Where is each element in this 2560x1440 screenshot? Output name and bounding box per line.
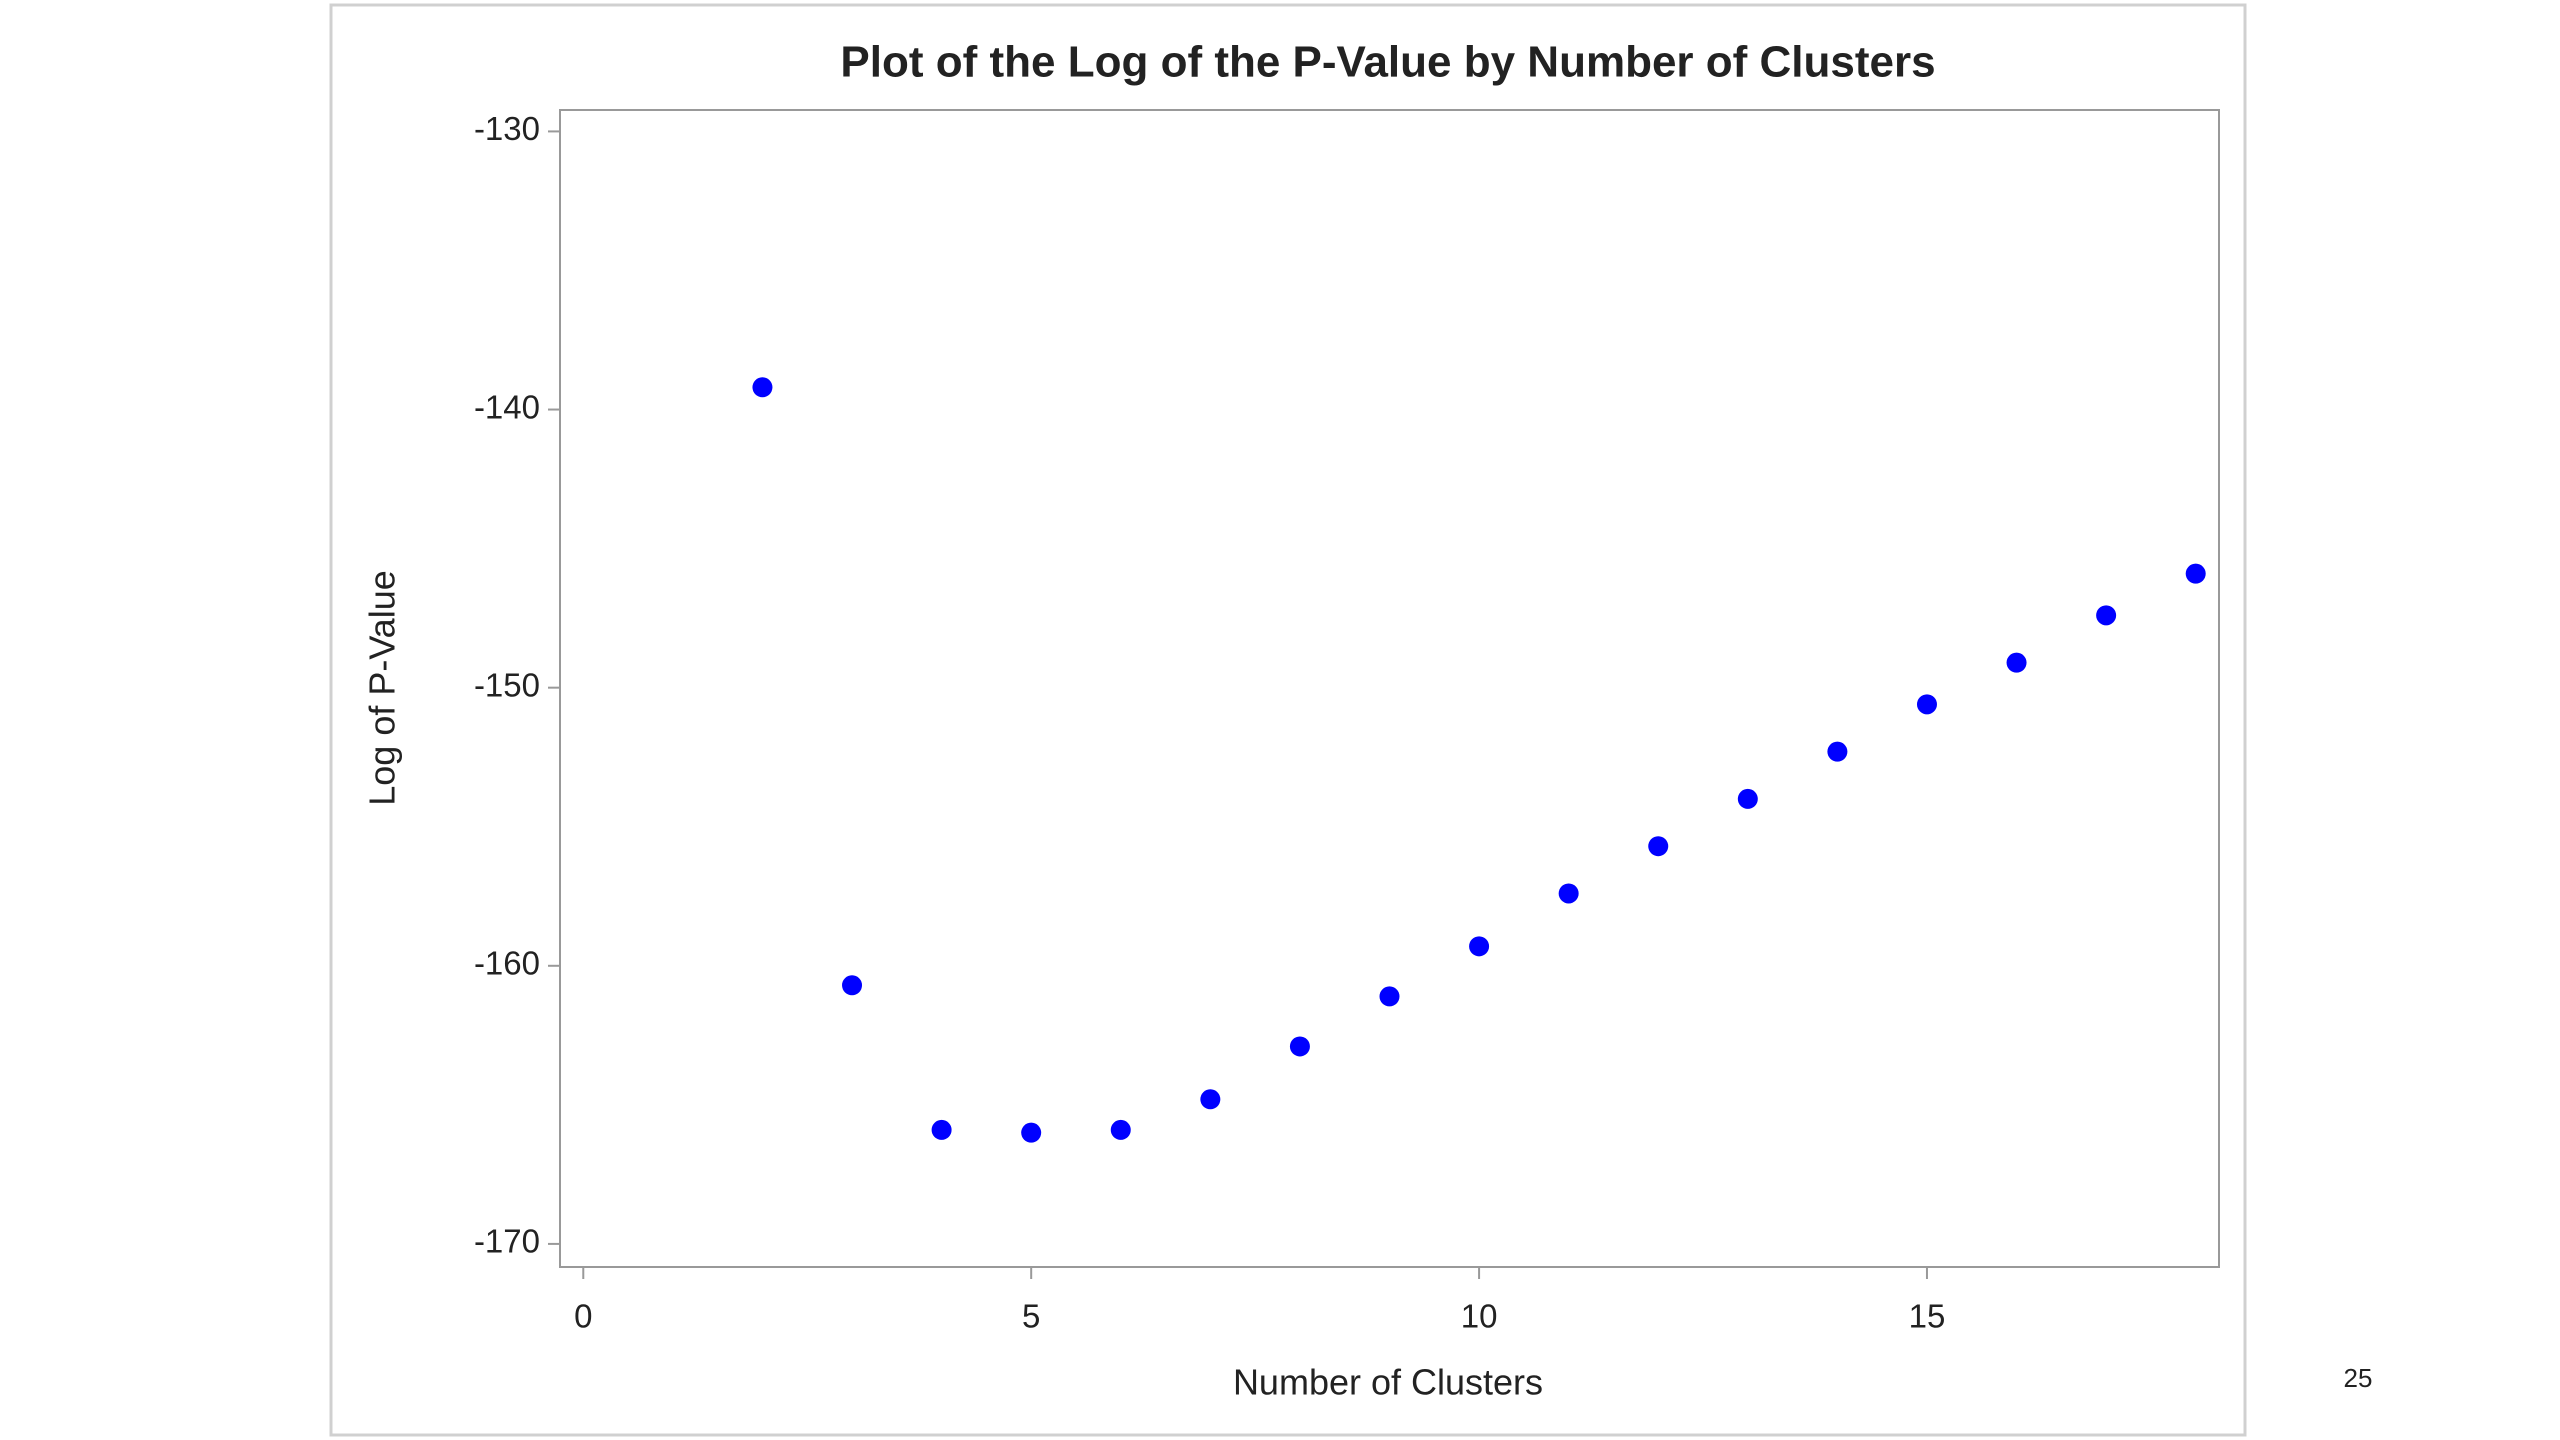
point — [931, 1119, 952, 1140]
y-tick-label: -140 — [474, 388, 540, 425]
x-axis-label: Number of Clusters — [1233, 1362, 1543, 1403]
y-tick-label: -130 — [474, 110, 540, 147]
point — [1021, 1122, 1042, 1143]
point — [1737, 788, 1758, 809]
y-tick-label: -150 — [474, 666, 540, 703]
point — [2006, 652, 2027, 673]
point — [842, 975, 863, 996]
chart-title: Plot of the Log of the P-Value by Number… — [840, 38, 1935, 87]
page-number: 25 — [2344, 1363, 2373, 1393]
point — [1558, 883, 1579, 904]
x-tick-label: 15 — [1909, 1298, 1946, 1335]
point — [1827, 741, 1848, 762]
y-tick-label: -170 — [474, 1223, 540, 1260]
x-tick-label: 10 — [1461, 1298, 1498, 1335]
y-tick-label: -160 — [474, 945, 540, 982]
point — [2096, 605, 2117, 626]
x-tick-label: 0 — [574, 1298, 592, 1335]
chart-frame — [329, 3, 2247, 1437]
point — [1916, 694, 1937, 715]
point — [1379, 986, 1400, 1007]
point — [1200, 1089, 1221, 1110]
x-tick-label: 5 — [1022, 1298, 1040, 1335]
point — [1289, 1036, 1310, 1057]
point — [1110, 1119, 1131, 1140]
point — [1469, 936, 1490, 957]
point — [1648, 836, 1669, 857]
y-axis-label: Log of P-Value — [362, 570, 403, 806]
point — [752, 377, 773, 398]
point — [2185, 563, 2206, 584]
